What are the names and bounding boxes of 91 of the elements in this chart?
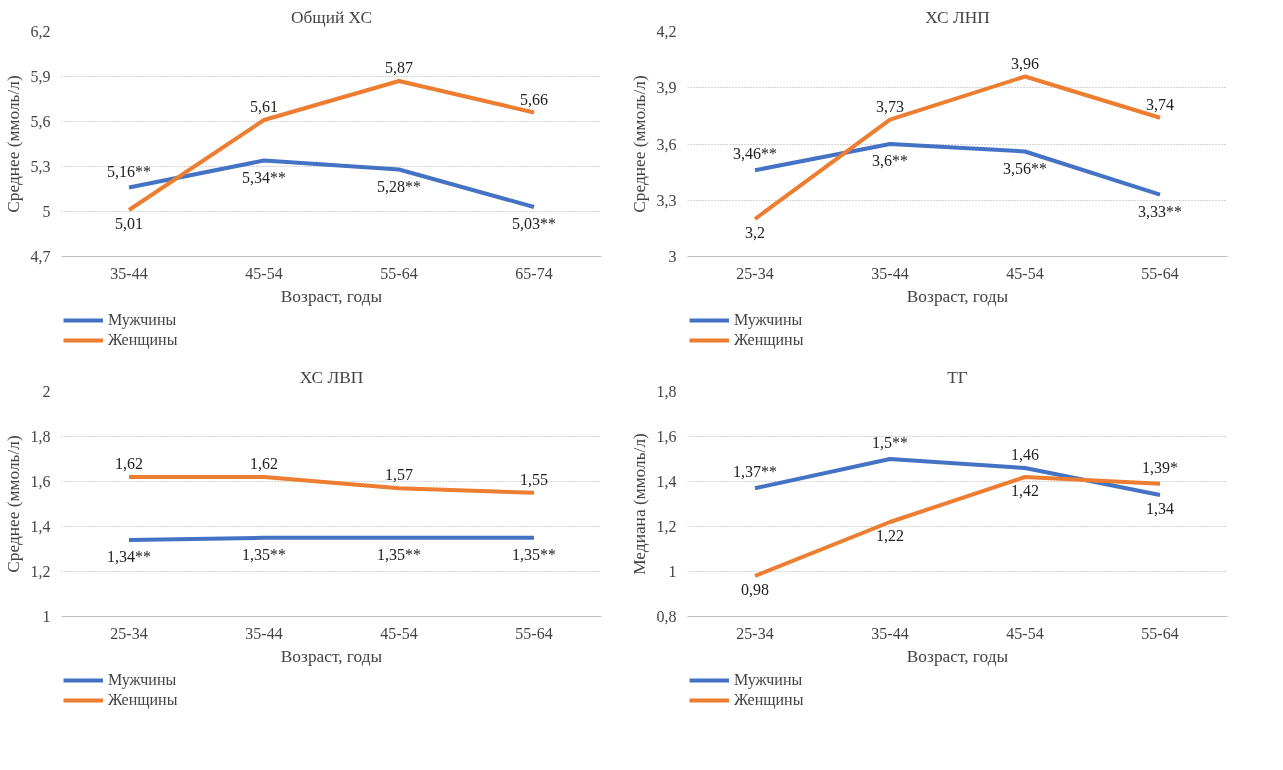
legend-label: Мужчины	[108, 671, 177, 689]
y-axis-title: Среднее (ммоль/л)	[3, 435, 23, 573]
y-tick-label: 1	[668, 563, 677, 580]
data-label: 5,16**	[107, 162, 151, 180]
y-tick-label: 5	[42, 203, 51, 220]
x-tick-label: 55-64	[515, 624, 553, 642]
y-tick-label: 5,9	[30, 68, 51, 85]
data-label: 5,66	[520, 90, 548, 108]
x-tick-label: 25-34	[736, 264, 774, 282]
data-label: 1,5**	[872, 434, 908, 451]
x-tick-label: 35-44	[110, 264, 148, 282]
legend-label: Женщины	[108, 331, 178, 349]
y-axis-title: Среднее (ммоль/л)	[629, 75, 649, 213]
x-tick-label: 65-74	[515, 264, 553, 282]
y-tick-label: 6,2	[30, 23, 51, 40]
x-tick-label: 55-64	[1141, 264, 1179, 282]
data-label: 5,34**	[242, 168, 286, 186]
y-tick-label: 1,4	[656, 473, 677, 490]
x-tick-label: 45-54	[1006, 264, 1044, 282]
x-axis-title: Возраст, годы	[906, 286, 1009, 306]
x-axis-title: Возраст, годы	[280, 646, 383, 666]
data-label: 1,35**	[512, 545, 556, 563]
data-label: 3,33**	[1138, 202, 1182, 220]
chart-title: Общий ХС	[291, 7, 372, 27]
data-label: 3,2	[745, 224, 765, 241]
x-tick-label: 35-44	[871, 264, 909, 282]
y-tick-label: 1,2	[30, 563, 51, 580]
y-tick-label: 0,8	[656, 608, 677, 625]
legend-label: Мужчины	[734, 671, 803, 689]
chart-title: ХС ЛНП	[925, 7, 990, 27]
y-tick-label: 1,4	[30, 518, 51, 535]
data-label: 1,35**	[242, 545, 286, 563]
y-tick-label: 4,7	[30, 248, 51, 265]
x-tick-label: 35-44	[871, 624, 909, 642]
x-tick-label: 55-64	[1141, 624, 1179, 642]
y-tick-label: 5,6	[30, 113, 51, 130]
x-axis-title: Возраст, годы	[906, 646, 1009, 666]
x-tick-label: 25-34	[110, 624, 148, 642]
data-label: 5,28**	[377, 177, 421, 195]
y-tick-label: 5,3	[30, 158, 51, 175]
x-tick-label: 45-54	[245, 264, 283, 282]
y-tick-label: 3,3	[656, 191, 677, 209]
y-axis-title: Среднее (ммоль/л)	[3, 75, 23, 213]
legend-label: Женщины	[734, 331, 804, 349]
data-label: 5,01	[115, 215, 143, 232]
y-tick-label: 1,6	[30, 473, 51, 490]
data-label: 1,35**	[377, 545, 421, 563]
data-label: 3,46**	[733, 145, 777, 163]
data-label: 1,46	[1011, 446, 1039, 463]
data-label: 3,96	[1011, 54, 1039, 72]
y-tick-label: 3	[668, 248, 677, 265]
y-tick-label: 1,8	[656, 383, 677, 400]
data-label: 5,87	[385, 59, 413, 76]
data-label: 1,39*	[1142, 458, 1178, 476]
data-label: 3,73	[876, 97, 904, 115]
y-tick-label: 1,2	[656, 518, 677, 535]
data-label: 1,37**	[733, 463, 777, 481]
y-tick-label: 3,9	[656, 79, 677, 97]
y-tick-label: 1,8	[30, 428, 51, 445]
data-label: 5,61	[250, 98, 278, 115]
x-tick-label: 45-54	[1006, 624, 1044, 642]
x-tick-label: 25-34	[736, 624, 774, 642]
data-label: 1,62	[250, 455, 278, 472]
data-label: 1,57	[385, 466, 413, 484]
data-label: 0,98	[741, 581, 769, 598]
data-label: 1,22	[876, 527, 904, 544]
y-tick-label: 3,6	[656, 135, 677, 153]
y-tick-label: 1	[42, 608, 51, 625]
data-label: 3,56**	[1003, 159, 1047, 177]
data-label: 3,74	[1146, 95, 1174, 113]
chart-title: ТГ	[947, 367, 968, 387]
x-tick-label: 45-54	[380, 624, 418, 642]
data-label: 1,42	[1011, 482, 1039, 499]
data-label: 3,6**	[872, 152, 908, 169]
x-tick-label: 35-44	[245, 624, 283, 642]
data-label: 1,55	[520, 470, 548, 488]
y-tick-label: 4,2	[656, 23, 677, 40]
data-label: 5,03**	[512, 215, 556, 232]
data-label: 1,34**	[107, 548, 151, 565]
data-label: 1,62	[115, 455, 143, 472]
y-axis-title: Медиана (ммоль/л)	[629, 432, 649, 575]
legend-label: Мужчины	[108, 311, 177, 329]
x-tick-label: 55-64	[380, 264, 418, 282]
x-axis-title: Возраст, годы	[280, 286, 383, 306]
y-tick-label: 1,6	[656, 428, 677, 445]
legend-label: Мужчины	[734, 311, 803, 329]
legend-label: Женщины	[108, 691, 178, 709]
chart-title: ХС ЛВП	[299, 367, 364, 387]
y-tick-label: 2	[42, 383, 51, 400]
data-label: 1,34	[1146, 500, 1174, 517]
legend-label: Женщины	[734, 691, 804, 709]
